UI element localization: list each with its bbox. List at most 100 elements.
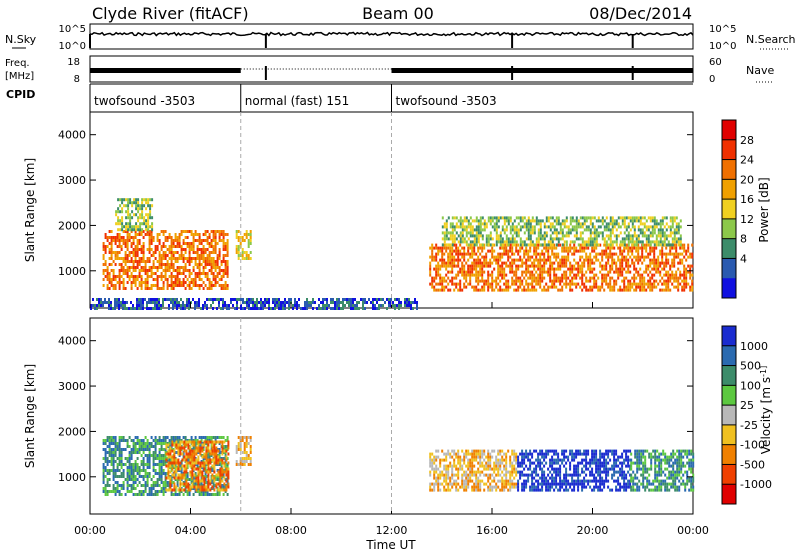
power-echo-cell	[169, 251, 171, 254]
velocity-echo-cell	[445, 483, 447, 486]
power-echo-cell	[330, 301, 332, 304]
power-echo-cell	[592, 216, 594, 219]
power-echo-cell	[547, 247, 549, 250]
power-echo-cell	[517, 277, 519, 280]
power-echo-cell	[175, 257, 177, 260]
power-echo-cell	[623, 268, 625, 271]
power-echo-cell	[474, 237, 476, 240]
velocity-echo-cell	[115, 451, 117, 454]
velocity-echo-cell	[207, 468, 209, 471]
power-echo-cell	[489, 274, 491, 277]
velocity-echo-cell	[119, 448, 121, 451]
power-echo-cell	[542, 243, 544, 246]
power-echo-cell	[511, 268, 513, 271]
velocity-echo-cell	[183, 450, 185, 453]
power-echo-cell	[152, 307, 154, 310]
power-echo-cell	[469, 280, 471, 283]
velocity-echo-cell	[129, 472, 131, 475]
power-echo-cell	[626, 237, 628, 240]
power-echo-cell	[665, 271, 667, 274]
power-echo-cell	[472, 228, 474, 231]
power-echo-cell	[145, 269, 147, 272]
power-echo-cell	[522, 216, 524, 219]
power-echo-cell	[117, 198, 119, 201]
power-echo-cell	[219, 266, 221, 269]
velocity-echo-cell	[167, 456, 169, 459]
velocity-echo-cell	[205, 453, 207, 456]
velocity-echo-cell	[131, 475, 133, 478]
power-echo-cell	[547, 274, 549, 277]
power-echo-cell	[191, 233, 193, 236]
velocity-echo-cell	[199, 441, 201, 444]
velocity-echo-cell	[141, 445, 143, 448]
power-echo-cell	[466, 234, 468, 237]
velocity-echo-cell	[147, 493, 149, 496]
power-echo-cell	[171, 275, 173, 278]
power-colorbar-tick-label: 8	[740, 233, 747, 246]
power-echo-cell	[250, 239, 252, 242]
power-echo-cell	[613, 283, 615, 286]
power-echo-cell	[429, 268, 431, 271]
power-echo-cell	[503, 277, 505, 280]
velocity-echo-cell	[113, 439, 115, 442]
velocity-echo-cell	[169, 462, 171, 465]
power-echo-cell	[637, 253, 639, 256]
velocity-echo-cell	[209, 468, 211, 471]
power-echo-cell	[435, 247, 437, 250]
power-echo-cell	[465, 253, 467, 256]
power-echo-cell	[503, 274, 505, 277]
velocity-echo-cell	[250, 457, 252, 460]
power-echo-cell	[129, 266, 131, 269]
power-echo-cell	[665, 289, 667, 292]
velocity-echo-cell	[461, 483, 463, 486]
power-echo-cell	[474, 219, 476, 222]
velocity-echo-cell	[165, 453, 167, 456]
velocity-echo-cell	[115, 448, 117, 451]
power-echo-cell	[476, 243, 478, 246]
power-echo-cell	[460, 216, 462, 219]
velocity-echo-cell	[119, 457, 121, 460]
power-echo-cell	[501, 268, 503, 271]
power-echo-cell	[596, 228, 598, 231]
velocity-echo-cell	[121, 472, 123, 475]
velocity-echo-cell	[145, 448, 147, 451]
velocity-echo-cell	[175, 444, 177, 447]
power-echo-cell	[531, 262, 533, 265]
power-echo-cell	[670, 216, 672, 219]
power-echo-cell	[555, 274, 557, 277]
velocity-echo-cell	[117, 463, 119, 466]
power-echo-cell	[648, 228, 650, 231]
power-echo-cell	[597, 253, 599, 256]
velocity-echo-cell	[175, 486, 177, 489]
power-echo-cell	[553, 280, 555, 283]
power-echo-cell	[133, 242, 135, 245]
velocity-echo-cell	[193, 444, 195, 447]
velocity-echo-cell	[225, 489, 227, 492]
power-echo-cell	[441, 265, 443, 268]
power-echo-cell	[356, 301, 358, 304]
power-echo-cell	[472, 225, 474, 228]
power-echo-cell	[654, 222, 656, 225]
power-echo-cell	[602, 234, 604, 237]
power-echo-cell	[606, 216, 608, 219]
power-echo-cell	[663, 289, 665, 292]
velocity-echo-cell	[433, 489, 435, 492]
power-echo-cell	[571, 268, 573, 271]
power-echo-cell	[509, 256, 511, 259]
velocity-echo-cell	[246, 439, 248, 442]
power-echo-cell	[276, 298, 278, 301]
velocity-echo-cell	[161, 487, 163, 490]
power-echo-cell	[435, 259, 437, 262]
power-echo-cell	[112, 307, 114, 310]
power-echo-cell	[127, 207, 129, 210]
power-echo-cell	[105, 263, 107, 266]
power-echo-cell	[158, 298, 160, 301]
velocity-echo-cell	[207, 444, 209, 447]
velocity-echo-cell	[155, 451, 157, 454]
power-echo-cell	[109, 257, 111, 260]
velocity-echo-cell	[193, 462, 195, 465]
power-echo-cell	[650, 216, 652, 219]
power-echo-cell	[179, 254, 181, 257]
velocity-echo-cell	[171, 459, 173, 462]
power-echo-cell	[181, 281, 183, 284]
